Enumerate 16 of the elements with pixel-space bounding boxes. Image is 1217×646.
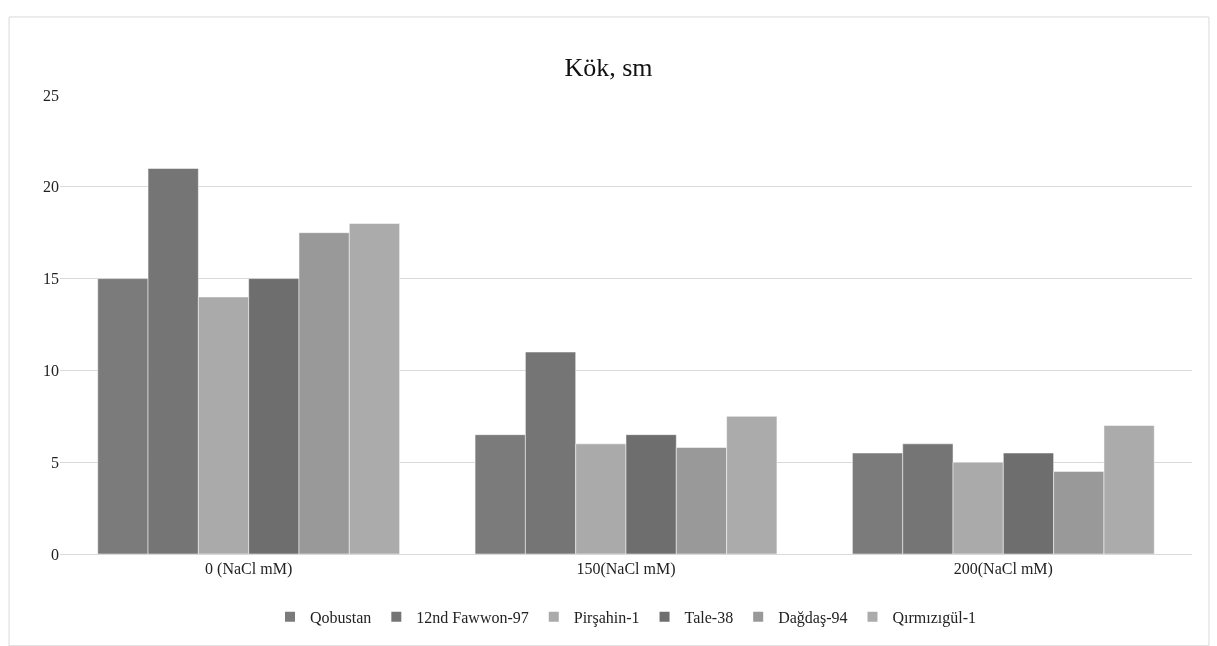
legend-label: 12nd Fawwon-97 xyxy=(416,609,529,627)
y-tick-label: 5 xyxy=(51,453,59,471)
x-tick-label: 0 (NaCl mM) xyxy=(205,560,293,579)
legend-label: Pirşahin-1 xyxy=(573,609,640,628)
legend-label: Qırmızıgül-1 xyxy=(892,609,977,628)
y-tick-label: 25 xyxy=(43,86,59,104)
x-tick-label: 200(NaCl mM) xyxy=(953,560,1053,579)
x-tick-label: 150(NaCl mM) xyxy=(576,560,676,579)
chart-title: Kök, sm xyxy=(564,53,653,83)
y-tick-label: 10 xyxy=(43,362,59,379)
legend-label: Tale-38 xyxy=(684,609,734,627)
legend-label: Dağdaş-94 xyxy=(778,609,848,628)
legend-label: Qobustan xyxy=(310,609,372,627)
y-tick-label: 15 xyxy=(43,270,59,288)
y-tick-label: 0 xyxy=(51,545,59,563)
y-tick-label: 20 xyxy=(43,178,59,196)
